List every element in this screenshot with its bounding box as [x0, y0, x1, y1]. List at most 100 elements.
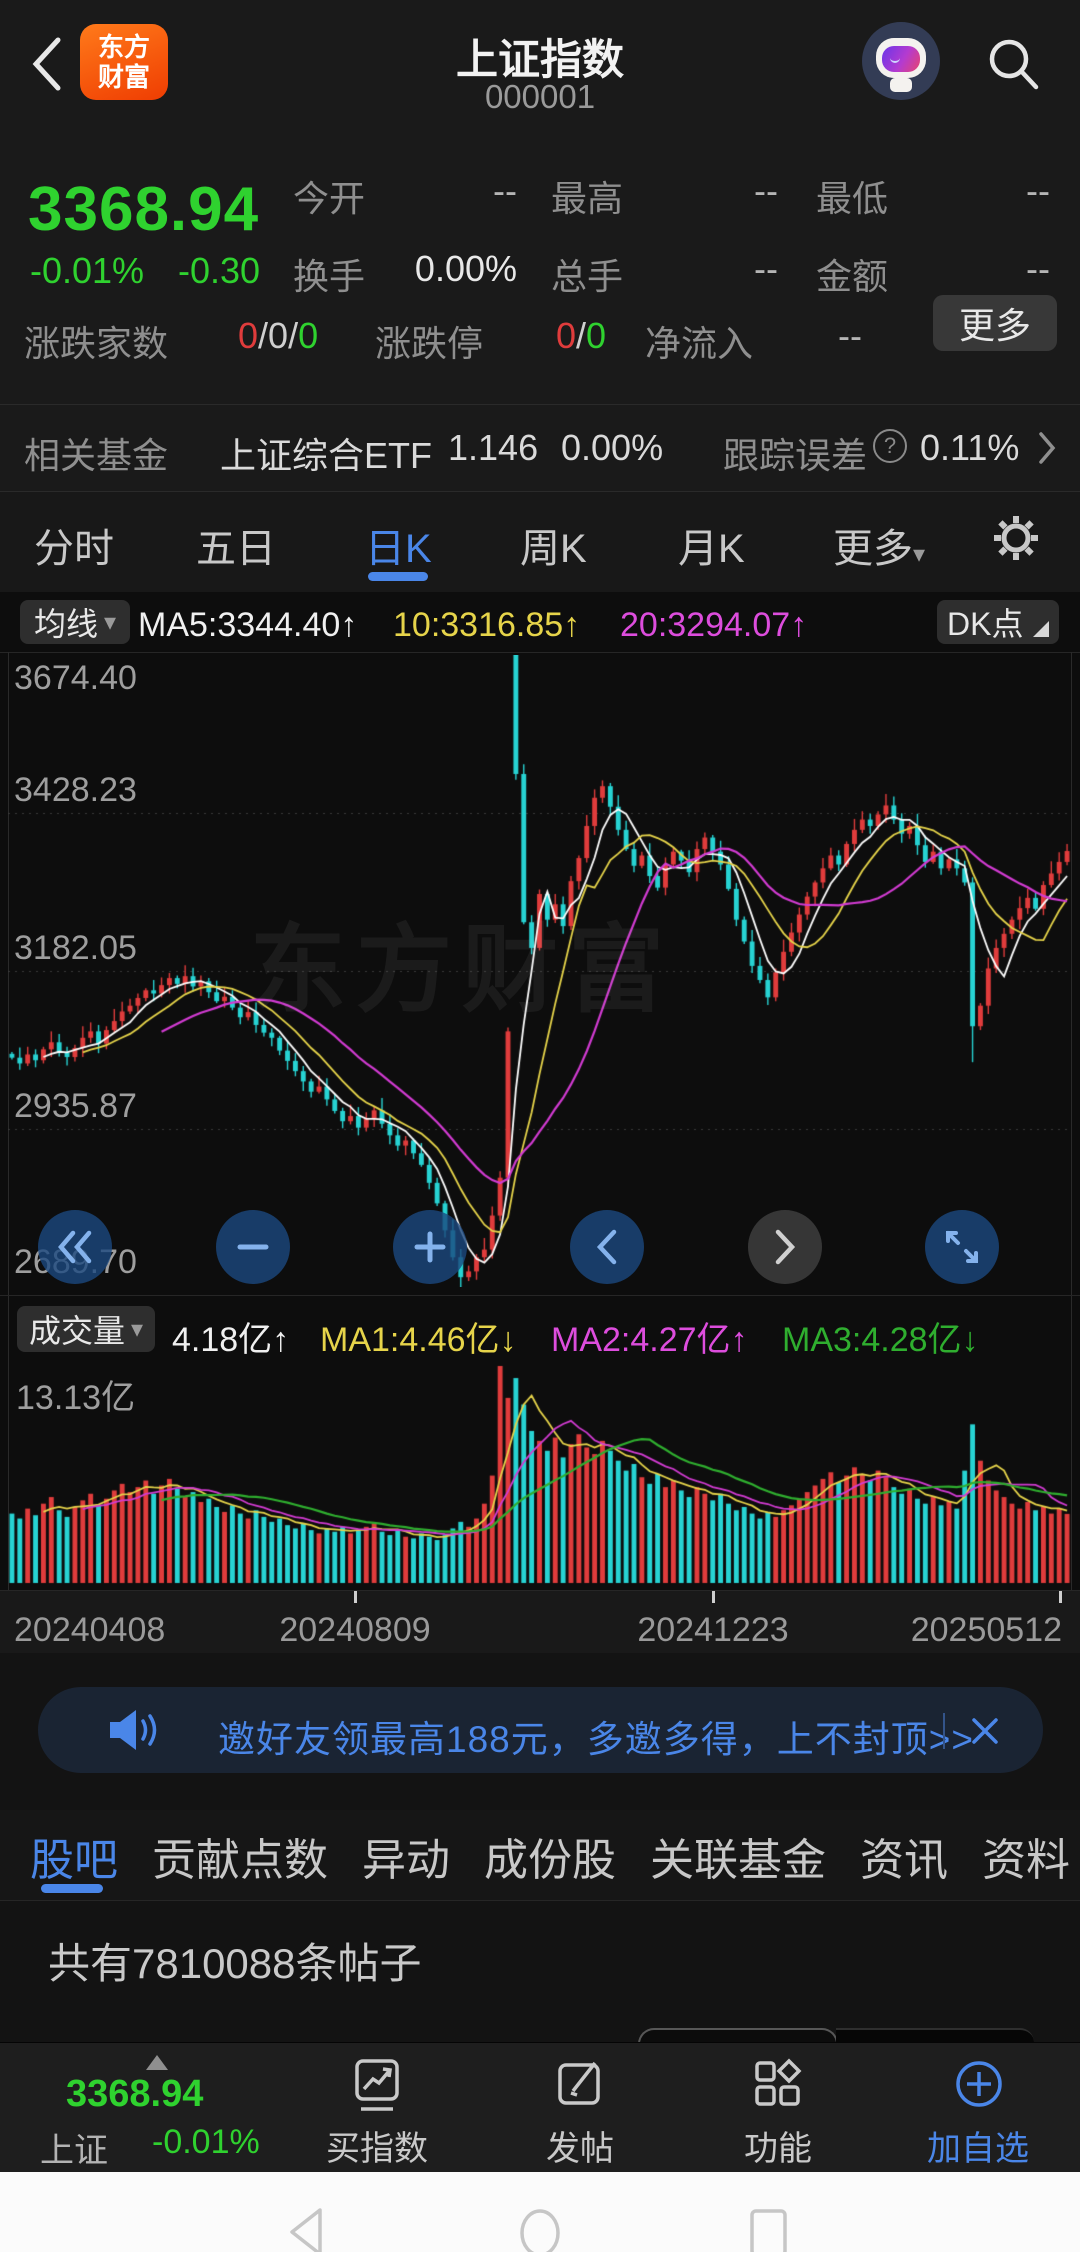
tab-related-funds[interactable]: 关联基金: [650, 1835, 826, 1885]
fund-nav: 1.146: [448, 427, 539, 468]
add-watchlist-label[interactable]: 加自选: [927, 2130, 1029, 2168]
volume-chart[interactable]: [8, 1362, 1071, 1585]
breadth-values: 0/0/0: [238, 315, 319, 356]
kline-chart[interactable]: [8, 655, 1071, 1287]
page-title: 上证指数: [455, 36, 624, 83]
more-button[interactable]: 更多: [933, 295, 1057, 351]
fund-pct: 0.00%: [561, 427, 664, 468]
volume-ma1: MA1:4.46亿↓: [320, 1321, 517, 1359]
active-tab-underline: [368, 572, 428, 581]
stat-label-totalvol: 总手: [551, 256, 624, 297]
nav-index-name: 上证: [40, 2132, 108, 2170]
system-nav-bar: [0, 2172, 1080, 2252]
tab-movement[interactable]: 异动: [362, 1835, 450, 1885]
date-axis-label: 20240408: [14, 1611, 166, 1649]
close-icon[interactable]: [967, 1713, 1003, 1749]
banner-text: 邀好友领最高188元，多邀多得，上不封顶>>: [218, 1719, 974, 1760]
tab-5day[interactable]: 五日: [196, 527, 276, 571]
ai-assistant-icon[interactable]: [862, 22, 940, 100]
date-axis: 20240408 20240809 20241223 20250512: [0, 1590, 1080, 1653]
bottom-nav-bar: 3368.94 上证 -0.01% 买指数 发帖: [0, 2042, 1080, 2173]
zoom-out-button[interactable]: [216, 1210, 290, 1284]
change-percent: -0.01%: [30, 250, 145, 291]
ma5-legend: MA5:3344.40↑: [138, 606, 358, 644]
fund-name: 上证综合ETF: [220, 435, 432, 476]
post-compose-label[interactable]: 发帖: [546, 2130, 614, 2168]
tracking-error-value: 0.11%: [920, 427, 1020, 468]
pan-right-button[interactable]: [748, 1210, 822, 1284]
functions-label[interactable]: 功能: [744, 2130, 812, 2168]
stat-value-high: --: [754, 170, 778, 211]
eastmoney-logo-icon: 东方 财富: [80, 24, 168, 100]
stat-label-open: 今开: [293, 178, 366, 219]
stat-value-open: --: [493, 170, 517, 211]
nav-index-price[interactable]: 3368.94: [66, 2073, 204, 2115]
date-axis-label: 20241223: [637, 1611, 789, 1649]
post-count: 共有7810088条帖子: [48, 1940, 422, 1987]
stat-label-amount: 金额: [816, 256, 889, 297]
stat-value-amount: --: [1026, 248, 1050, 289]
back-icon[interactable]: [26, 34, 70, 94]
tab-monthly-k[interactable]: 月K: [678, 527, 745, 571]
fullscreen-button[interactable]: [925, 1210, 999, 1284]
volume-ma2: MA2:4.27亿↑: [551, 1321, 748, 1359]
tab-news[interactable]: 资讯: [860, 1835, 948, 1885]
nav-index-pct: -0.01%: [152, 2123, 260, 2161]
tab-weekly-k[interactable]: 周K: [520, 527, 587, 571]
promo-banner[interactable]: 邀好友领最高188元，多邀多得，上不封顶>>: [38, 1687, 1043, 1773]
volume-panel-selector[interactable]: 成交量 ▾: [17, 1306, 156, 1352]
add-watchlist-icon[interactable]: [952, 2057, 1006, 2115]
megaphone-icon: [110, 1710, 157, 1750]
tab-daily-k[interactable]: 日K: [365, 527, 432, 571]
ma20-legend: 20:3294.07↑: [620, 606, 808, 644]
post-compose-icon[interactable]: [553, 2057, 607, 2115]
related-fund-row[interactable]: 相关基金 上证综合ETF 1.146 0.00% 跟踪误差 ? 0.11%: [0, 405, 1080, 492]
change-value: -0.30: [178, 250, 261, 291]
limits-values: 0/0: [556, 315, 607, 356]
quote-panel: 3368.94 -0.01% -0.30 今开 -- 最高 -- 最低 -- 换…: [0, 152, 1080, 405]
chart-period-tabs: 分时 五日 日K 周K 月K 更多▾: [0, 492, 1080, 592]
android-back-icon[interactable]: [284, 2206, 330, 2252]
header-bar: 东方 财富 上证指数 000001: [0, 0, 1080, 152]
last-price: 3368.94: [28, 175, 260, 244]
fund-label: 相关基金: [24, 435, 169, 476]
pan-left-button[interactable]: [570, 1210, 644, 1284]
buy-index-icon[interactable]: [350, 2057, 404, 2115]
tab-more[interactable]: 更多▾: [833, 527, 926, 571]
ma-panel-selector[interactable]: 均线 ▾: [20, 600, 131, 644]
netflow-label: 净流入: [645, 323, 754, 364]
section-tabs: 股吧 贡献点数 异动 成份股 关联基金 资讯 资料: [0, 1810, 1080, 1901]
stat-value-turnover: 0.00%: [414, 248, 517, 289]
chart-zone: 均线 ▾ MA5:3344.40↑ 10:3316.85↑ 20:3294.07↑…: [0, 592, 1080, 1653]
search-icon[interactable]: [982, 32, 1046, 96]
netflow-value: --: [838, 315, 862, 356]
volume-ma3: MA3:4.28亿↓: [782, 1321, 979, 1359]
tab-contribution[interactable]: 贡献点数: [152, 1835, 328, 1885]
android-recents-icon[interactable]: [746, 2206, 792, 2252]
zoom-in-button[interactable]: [393, 1210, 467, 1284]
date-tick: [1059, 1591, 1062, 1603]
section-tab-underline: [41, 1884, 103, 1893]
dk-point-button[interactable]: DK点: [937, 600, 1060, 644]
stock-code: 000001: [484, 78, 596, 115]
chevron-right-icon: [1039, 432, 1056, 464]
date-axis-label: 20240809: [279, 1611, 431, 1649]
tab-profile[interactable]: 资料: [982, 1835, 1070, 1885]
android-home-icon[interactable]: [517, 2206, 563, 2252]
functions-grid-icon[interactable]: [751, 2057, 805, 2115]
tab-constituents[interactable]: 成份股: [484, 1835, 616, 1885]
stat-label-high: 最高: [551, 178, 624, 219]
tab-minute[interactable]: 分时: [34, 527, 114, 571]
date-tick: [354, 1591, 357, 1603]
breadth-label: 涨跌家数: [24, 323, 169, 364]
stat-label-turnover: 换手: [293, 256, 366, 297]
help-icon[interactable]: ?: [873, 429, 907, 463]
expand-quote-arrow-icon[interactable]: [146, 2055, 168, 2070]
ma10-legend: 10:3316.85↑: [393, 606, 581, 644]
zoom-out-fast-button[interactable]: [38, 1210, 112, 1284]
buy-index-label[interactable]: 买指数: [326, 2130, 428, 2168]
chart-settings-gear-icon[interactable]: [988, 510, 1044, 566]
volume-max-label: 13.13亿: [16, 1379, 136, 1417]
stat-value-totalvol: --: [754, 248, 778, 289]
tab-guba[interactable]: 股吧: [30, 1835, 118, 1885]
